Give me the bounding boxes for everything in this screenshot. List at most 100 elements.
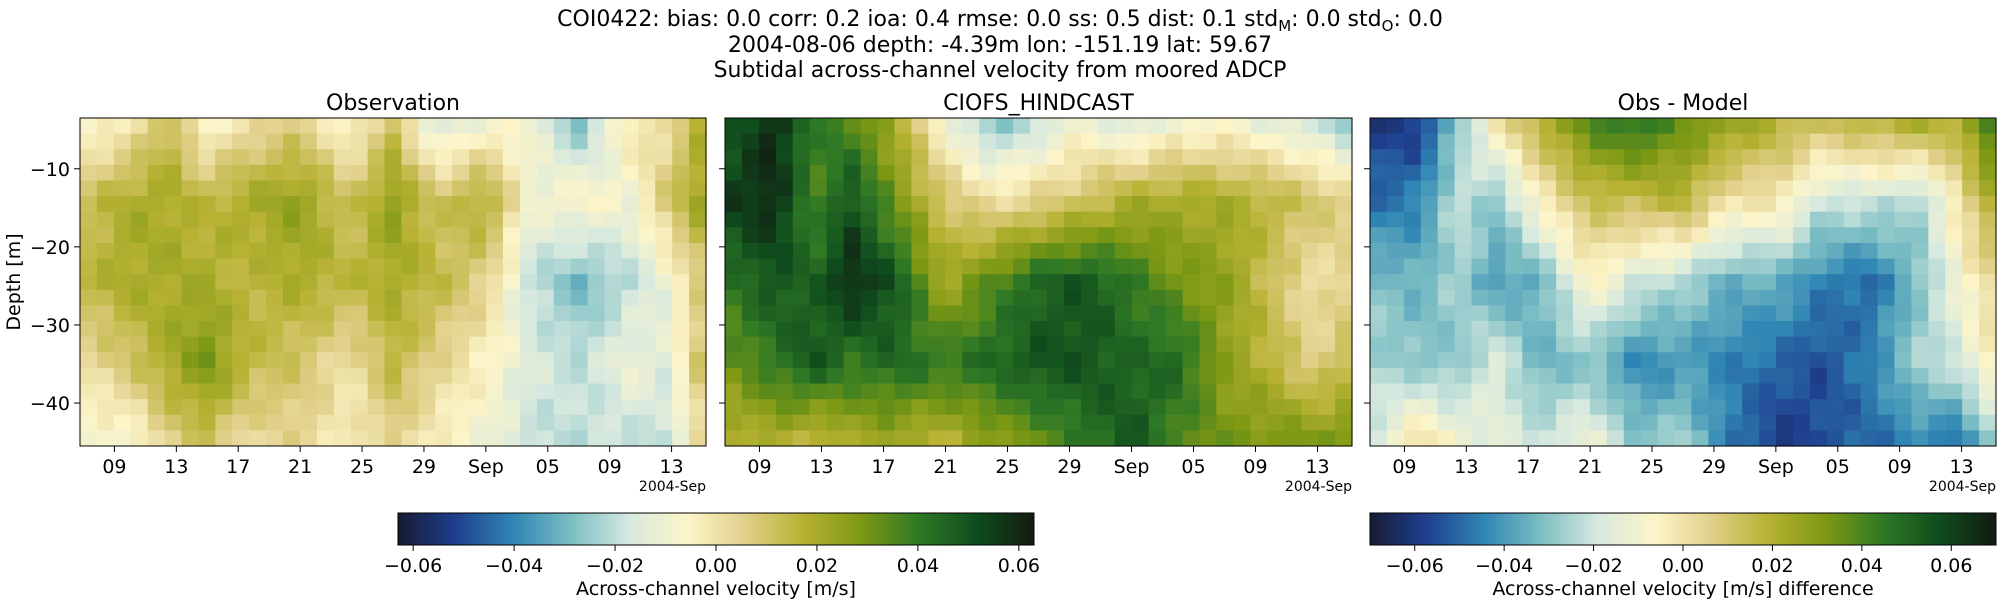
heatmap-cell [486, 321, 504, 338]
heatmap-cell [147, 367, 166, 385]
heatmap-cell [181, 352, 200, 369]
heatmap-cell [1606, 242, 1625, 260]
heatmap-cell [1894, 133, 1913, 150]
heatmap-cell [1708, 227, 1726, 244]
heatmap-cell [1063, 289, 1082, 307]
heatmap-cell [1911, 258, 1929, 275]
heatmap-cell [809, 321, 828, 338]
heatmap-cell [1725, 118, 1743, 135]
heatmap-cell [587, 196, 606, 213]
heatmap-cell [1809, 227, 1828, 244]
heatmap-cell [1471, 352, 1490, 369]
heatmap-cell [570, 258, 589, 275]
heatmap-cell [350, 196, 369, 213]
heatmap-cell [1420, 149, 1439, 166]
heatmap-cell [1335, 430, 1353, 447]
heatmap-cell [945, 414, 963, 431]
heatmap-cell [350, 352, 369, 369]
heatmap-cell [570, 149, 589, 166]
heatmap-cell [1505, 367, 1523, 385]
heatmap-cell [1556, 164, 1574, 182]
heatmap-cell [181, 321, 200, 338]
colorbar-1: −0.06 −0.04 −0.02 0.00 0.02 0.04 0.06Across-ch… [384, 512, 1040, 600]
heatmap-cell [1945, 227, 1963, 244]
heatmap-cell [553, 399, 572, 416]
heatmap-cell [333, 164, 352, 182]
heatmap-cell [1030, 336, 1048, 353]
heatmap-cell [147, 180, 166, 197]
heatmap-cell [843, 211, 862, 228]
heatmap-cell [604, 274, 623, 291]
heatmap-cell [1097, 149, 1116, 166]
heatmap-cell [860, 149, 879, 166]
heatmap-cell [367, 133, 386, 150]
heatmap-cell [502, 164, 521, 182]
heatmap-cell [1250, 383, 1268, 400]
heatmap-cell [1046, 383, 1065, 400]
heatmap-cell [809, 258, 828, 275]
heatmap-cell [1742, 352, 1760, 369]
heatmap-cell [655, 180, 673, 197]
heatmap-cell [1267, 133, 1285, 150]
heatmap-cell [1318, 180, 1336, 197]
heatmap-cell [1013, 227, 1031, 244]
heatmap-cell [1945, 430, 1963, 447]
heatmap-cell [1437, 196, 1456, 213]
heatmap-cell [1606, 211, 1625, 228]
heatmap-cell [1267, 367, 1285, 385]
heatmap-cell [401, 164, 419, 182]
heatmap-cell [1301, 274, 1319, 291]
heatmap-cell [1148, 180, 1167, 197]
heatmap-cell [1843, 274, 1862, 291]
heatmap-cell [1606, 367, 1625, 385]
heatmap-cell [96, 242, 115, 260]
heatmap-cell [826, 196, 845, 213]
heatmap-cell [945, 180, 963, 197]
heatmap-cell [80, 352, 98, 369]
heatmap-cell [1233, 118, 1251, 135]
heatmap-cell [1370, 430, 1388, 447]
heatmap-cell [401, 180, 419, 197]
heatmap-cell [1114, 196, 1133, 213]
x-tick-label: 25 [350, 456, 374, 478]
heatmap-cell [350, 242, 369, 260]
heatmap-cell [249, 336, 267, 353]
heatmap-cell [553, 383, 572, 400]
heatmap-cell [1318, 133, 1336, 150]
heatmap-cell [266, 352, 284, 369]
heatmap-cell [249, 367, 267, 385]
heatmap-cell [333, 430, 352, 447]
heatmap-cell [1589, 367, 1608, 385]
heatmap-cell [725, 258, 743, 275]
heatmap-cell [1403, 321, 1422, 338]
heatmap-cell [1860, 211, 1879, 228]
heatmap-cell [843, 399, 862, 416]
heatmap-cell [689, 367, 707, 385]
heatmap-cell [1454, 149, 1473, 166]
heatmap-cell [113, 164, 132, 182]
heatmap-cell [1928, 149, 1946, 166]
heatmap-cell [894, 274, 913, 291]
heatmap-cell [1860, 118, 1879, 135]
heatmap-cell [1403, 399, 1422, 416]
heatmap-cell [1860, 227, 1879, 244]
heatmap-cell [1318, 274, 1336, 291]
heatmap-cell [962, 321, 980, 338]
heatmap-cell [1030, 414, 1048, 431]
heatmap-cell [570, 164, 589, 182]
heatmap-cell [215, 180, 233, 197]
heatmap-cell [1505, 399, 1523, 416]
heatmap-cell [1589, 289, 1608, 307]
heatmap-cell [1030, 164, 1048, 182]
heatmap-cell [775, 258, 794, 275]
heatmap-cell [689, 430, 707, 447]
heatmap-cell [1573, 258, 1591, 275]
heatmap-cell [435, 164, 453, 182]
heatmap-cell [249, 274, 267, 291]
heatmap-cell [1505, 321, 1523, 338]
heatmap-cell [877, 305, 896, 322]
heatmap-cell [1894, 321, 1913, 338]
x-tick-label: 05 [536, 456, 560, 478]
heatmap-cell [1403, 336, 1422, 353]
heatmap-cell [469, 196, 487, 213]
